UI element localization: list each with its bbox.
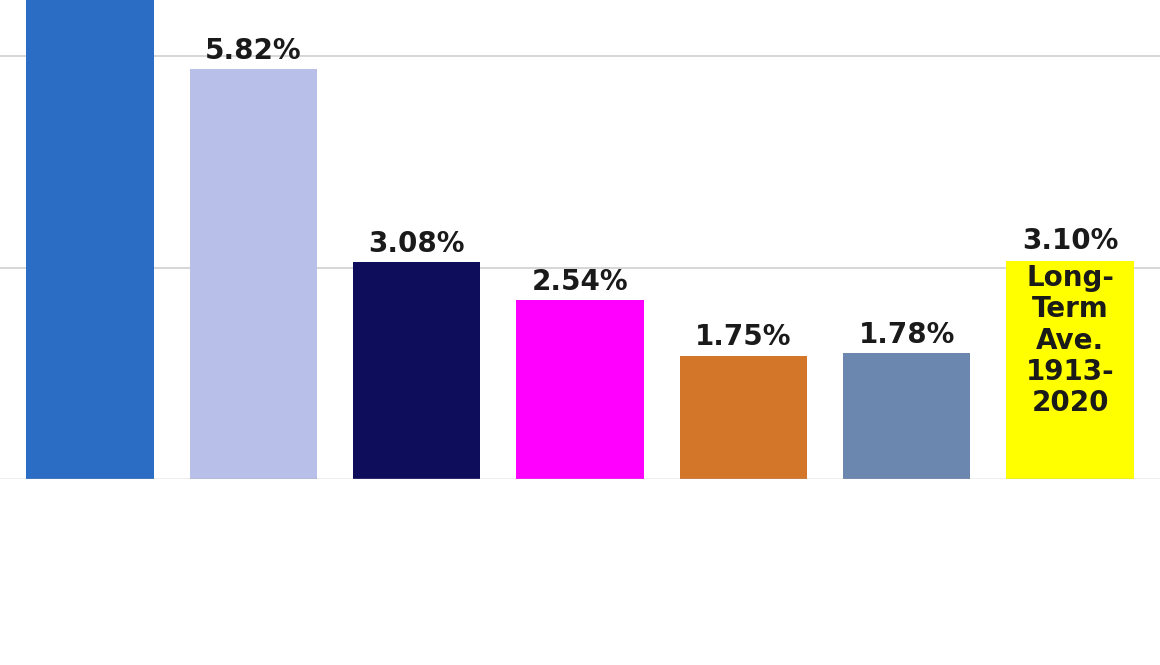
Text: 1.78%: 1.78%	[858, 321, 955, 349]
Text: 5.82%: 5.82%	[205, 37, 302, 65]
Text: Long-
Term
Ave.
1913-
2020: Long- Term Ave. 1913- 2020	[1025, 264, 1115, 417]
Bar	[1007, 261, 1133, 479]
Text: 1.75%: 1.75%	[695, 323, 791, 351]
Bar	[27, 0, 153, 479]
Text: 2.54%: 2.54%	[531, 268, 629, 296]
Bar	[516, 300, 644, 479]
Bar	[189, 69, 317, 479]
Bar	[843, 354, 971, 479]
Bar	[680, 356, 807, 479]
Text: 3.08%: 3.08%	[369, 229, 465, 258]
Text: 3.10%: 3.10%	[1022, 227, 1118, 255]
Bar	[353, 262, 480, 479]
